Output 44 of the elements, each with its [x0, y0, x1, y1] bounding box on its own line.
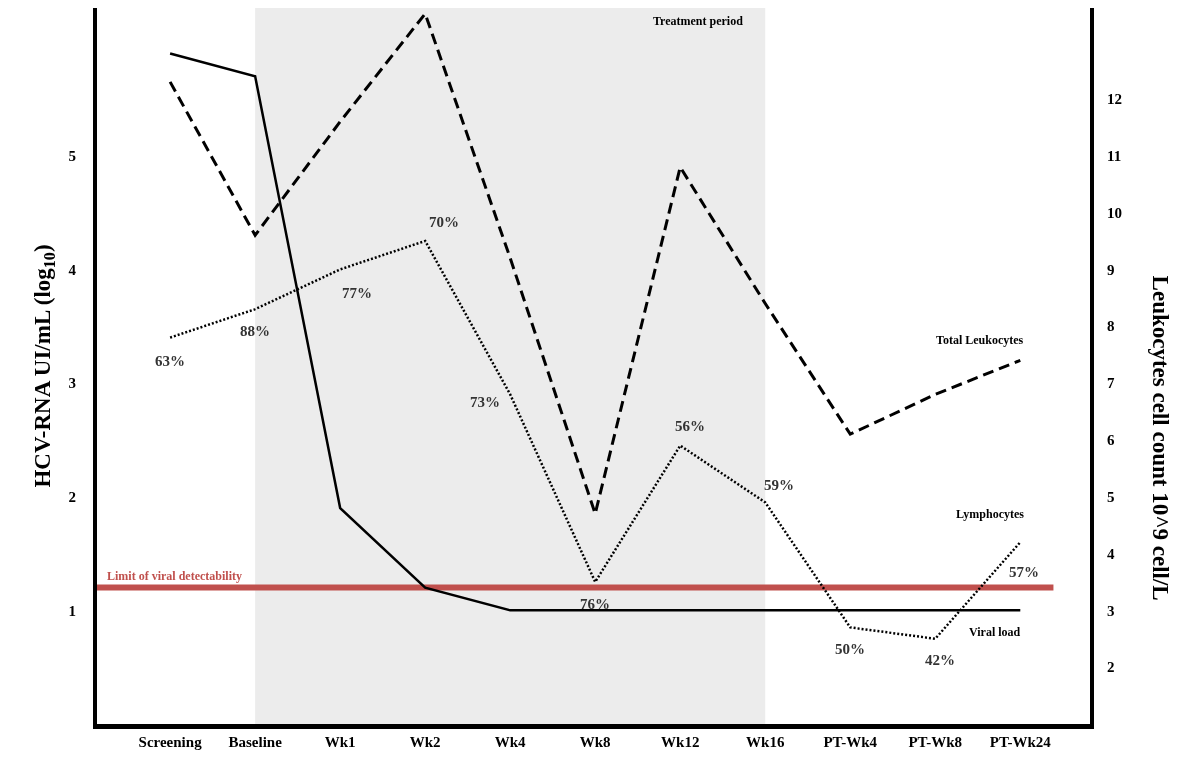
- x-tick-label: Screening: [138, 734, 203, 750]
- annotation: 70%: [429, 214, 459, 230]
- annotation: 73%: [470, 394, 500, 410]
- y2-tick-label: 2: [1107, 659, 1115, 676]
- x-tick-label: Wk16: [746, 734, 785, 750]
- y-tick-label: 2: [68, 488, 76, 505]
- x-tick-label: Wk1: [324, 734, 356, 750]
- band-label: Treatment period: [653, 14, 744, 28]
- x-tick-label: Wk4: [494, 734, 527, 750]
- y2-tick-label: 8: [1107, 318, 1115, 335]
- y2-tick-label: 5: [1107, 488, 1115, 505]
- annotation: 76%: [580, 596, 610, 612]
- series-label: Viral load: [969, 625, 1021, 639]
- annotation: 77%: [342, 285, 372, 301]
- y-tick-label: 1: [68, 602, 76, 619]
- x-tick-label: PT-Wk24: [989, 734, 1052, 750]
- y2-tick-label: 10: [1107, 204, 1122, 221]
- annotation: 56%: [675, 418, 705, 434]
- x-tick-label: Baseline: [228, 734, 283, 750]
- y-tick-label: 4: [68, 261, 77, 278]
- annotation: 42%: [925, 652, 955, 668]
- y2-tick-label: 12: [1107, 91, 1122, 108]
- annotation: 59%: [764, 477, 794, 493]
- x-tick-label: Wk2: [409, 734, 441, 750]
- annotation: 63%: [155, 353, 185, 369]
- y2-tick-label: 11: [1107, 148, 1122, 164]
- annotation: 50%: [835, 641, 865, 657]
- y-tick-label: 3: [68, 375, 76, 392]
- y2-tick-label: 3: [1107, 602, 1115, 619]
- y2-axis-title: Leukocytes cell count 10^9 cell/L: [1147, 275, 1173, 601]
- y-tick-label: 5: [68, 148, 76, 164]
- x-tick-label: Wk12: [661, 734, 700, 750]
- annotation: 88%: [240, 323, 270, 339]
- y2-tick-label: 9: [1107, 261, 1115, 278]
- y2-tick-label: 7: [1107, 375, 1115, 392]
- y2-tick-label: 6: [1107, 432, 1115, 449]
- y2-tick-label: 4: [1107, 545, 1115, 562]
- ref-line-label: Limit of viral detectability: [107, 569, 242, 583]
- annotation: 57%: [1009, 564, 1039, 580]
- series-label: Total Leukocytes: [936, 333, 1024, 347]
- x-tick-label: PT-Wk4: [823, 734, 878, 750]
- series-label: Lymphocytes: [956, 507, 1025, 521]
- x-tick-label: PT-Wk8: [908, 734, 963, 750]
- x-tick-label: Wk8: [579, 734, 611, 750]
